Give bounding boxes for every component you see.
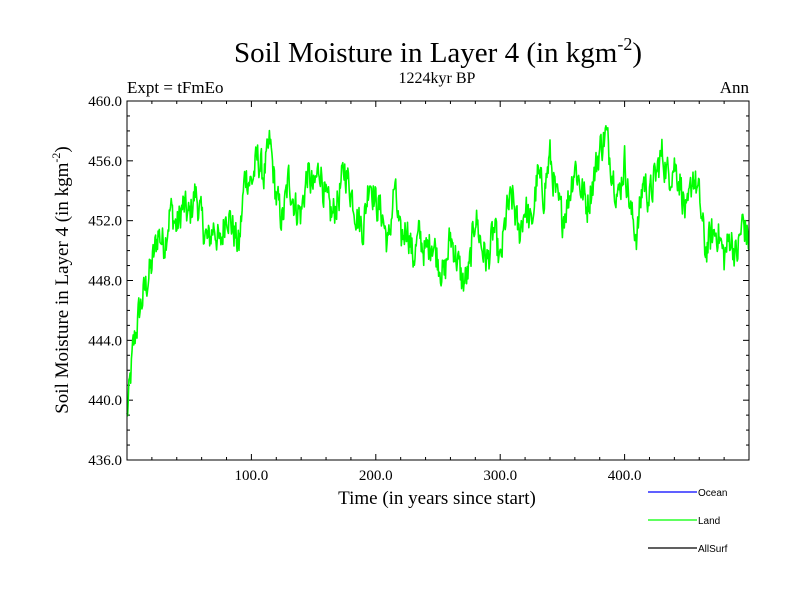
legend-label-ocean: Ocean — [698, 488, 727, 499]
x-tick-label: 200.0 — [359, 468, 393, 484]
y-tick-label: 436.0 — [88, 453, 122, 469]
series-layer — [126, 125, 750, 417]
legend-label-land: Land — [698, 516, 720, 527]
experiment-label: Expt = tFmEo — [127, 78, 223, 97]
axis-ticks — [127, 100, 749, 461]
y-tick-label: 444.0 — [88, 333, 122, 349]
x-tick-label: 100.0 — [235, 468, 269, 484]
svg-text:Soil Moisture in Layer 4 (in k: Soil Moisture in Layer 4 (in kgm-2) — [49, 146, 73, 414]
y-axis-label-superscript: -2 — [49, 153, 63, 163]
x-axis-label: Time (in years since start) — [338, 488, 536, 509]
y-tick-label: 456.0 — [88, 154, 122, 170]
y-axis-label-main: Soil Moisture in Layer 4 (in kgm — [52, 162, 73, 413]
axis-tick-labels: 436.0 440.0 444.0 448.0 452.0 456.0 460.0 100.0… — [88, 94, 641, 484]
plot-frame — [126, 100, 750, 461]
season-label: Ann — [720, 78, 750, 97]
y-tick-label: 440.0 — [88, 393, 122, 409]
chart-title-end: ) — [632, 37, 642, 69]
x-tick-label: 300.0 — [483, 468, 517, 484]
y-tick-label: 460.0 — [88, 94, 122, 110]
chart-title: Soil Moisture in Layer 4 (in kgm-2) — [234, 34, 642, 69]
legend: Ocean Land AllSurf — [648, 488, 728, 555]
x-tick-label: 400.0 — [608, 468, 642, 484]
chart-title-main: Soil Moisture in Layer 4 (in kgm — [234, 37, 618, 69]
y-axis-label: Soil Moisture in Layer 4 (in kgm-2) — [49, 146, 73, 414]
legend-label-allsurf: AllSurf — [698, 544, 728, 555]
y-tick-label: 452.0 — [88, 214, 122, 230]
y-axis-label-end: ) — [52, 146, 73, 152]
chart-title-superscript: -2 — [617, 34, 632, 54]
series-line-land — [126, 125, 750, 417]
y-tick-label: 448.0 — [88, 274, 122, 290]
chart-subtitle: 1224kyr BP — [399, 70, 476, 87]
